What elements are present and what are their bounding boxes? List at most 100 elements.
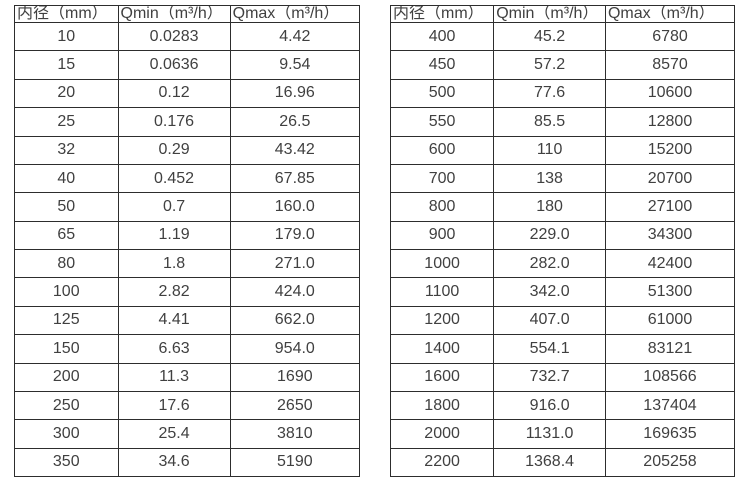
table-cell: 137404 <box>604 390 736 421</box>
table-row: 1000 282.0 42400 <box>389 248 736 279</box>
table-cell: 350 <box>14 447 119 478</box>
table-cell: 1100 <box>389 277 495 307</box>
table-cell: 407.0 <box>493 305 606 336</box>
header-cell: Qmax（m³/h） <box>604 5 736 23</box>
table-row: 25 0.176 26.5 <box>14 107 361 137</box>
flow-spec-table-large-diameters: 内径（mm） Qmin（m³/h） Qmax（m³/h） 400 45.2 6780 45… <box>389 5 736 478</box>
table-cell: 2.82 <box>117 277 231 307</box>
table-cell: 1131.0 <box>493 419 606 449</box>
table-row: 10 0.0283 4.42 <box>14 21 361 52</box>
table-cell: 450 <box>389 50 495 80</box>
table-cell: 40 <box>14 163 119 194</box>
table-cell: 0.0283 <box>117 21 231 52</box>
table-cell: 20 <box>14 78 119 109</box>
table-row: 1100 342.0 51300 <box>389 277 736 307</box>
table-cell: 25.4 <box>117 419 231 449</box>
table-cell: 34300 <box>604 220 736 251</box>
table-cell: 0.29 <box>117 135 231 165</box>
table-cell: 12800 <box>604 107 736 137</box>
table-cell: 150 <box>14 334 119 364</box>
table-cell: 0.7 <box>117 192 231 222</box>
table-cell: 0.452 <box>117 163 231 194</box>
table-row: 65 1.19 179.0 <box>14 220 361 251</box>
table-cell: 17.6 <box>117 390 231 421</box>
table-row: 2000 1131.0 169635 <box>389 419 736 449</box>
table-cell: 51300 <box>604 277 736 307</box>
table-cell: 100 <box>14 277 119 307</box>
table-cell: 1000 <box>389 248 495 279</box>
table-row: 450 57.2 8570 <box>389 50 736 80</box>
table-cell: 271.0 <box>229 248 361 279</box>
table-row: 1800 916.0 137404 <box>389 390 736 421</box>
flow-spec-table-small-diameters: 内径（mm） Qmin（m³/h） Qmax（m³/h） 10 0.0283 4.42 1… <box>14 5 361 478</box>
table-cell: 57.2 <box>493 50 606 80</box>
table-cell: 34.6 <box>117 447 231 478</box>
table-cell: 10 <box>14 21 119 52</box>
table-cell: 16.96 <box>229 78 361 109</box>
table-cell: 1690 <box>229 362 361 392</box>
table-cell: 179.0 <box>229 220 361 251</box>
table-cell: 400 <box>389 21 495 52</box>
header-cell: Qmin（m³/h） <box>493 5 606 23</box>
table-row: 200 11.3 1690 <box>14 362 361 392</box>
table-cell: 45.2 <box>493 21 606 52</box>
table-row: 15 0.0636 9.54 <box>14 50 361 80</box>
table-row: 40 0.452 67.85 <box>14 163 361 194</box>
table-cell: 3810 <box>229 419 361 449</box>
table-cell: 15200 <box>604 135 736 165</box>
table-cell: 250 <box>14 390 119 421</box>
table-cell: 42400 <box>604 248 736 279</box>
table-row: 500 77.6 10600 <box>389 78 736 109</box>
table-cell: 85.5 <box>493 107 606 137</box>
table-cell: 1200 <box>389 305 495 336</box>
table-row: 700 138 20700 <box>389 163 736 194</box>
table-cell: 800 <box>389 192 495 222</box>
table-cell: 662.0 <box>229 305 361 336</box>
table-cell: 43.42 <box>229 135 361 165</box>
table-cell: 10600 <box>604 78 736 109</box>
table-row: 400 45.2 6780 <box>389 21 736 52</box>
header-cell: 内径（mm） <box>14 5 119 23</box>
table-row: 550 85.5 12800 <box>389 107 736 137</box>
table-cell: 205258 <box>604 447 736 478</box>
table-cell: 500 <box>389 78 495 109</box>
table-cell: 554.1 <box>493 334 606 364</box>
table-cell: 200 <box>14 362 119 392</box>
table-cell: 300 <box>14 419 119 449</box>
table-cell: 1368.4 <box>493 447 606 478</box>
table-cell: 180 <box>493 192 606 222</box>
table-cell: 26.5 <box>229 107 361 137</box>
table-cell: 8570 <box>604 50 736 80</box>
table-cell: 1600 <box>389 362 495 392</box>
table-cell: 83121 <box>604 334 736 364</box>
table-cell: 916.0 <box>493 390 606 421</box>
table-cell: 2200 <box>389 447 495 478</box>
table-row: 150 6.63 954.0 <box>14 334 361 364</box>
table-cell: 700 <box>389 163 495 194</box>
table-cell: 108566 <box>604 362 736 392</box>
table-cell: 1800 <box>389 390 495 421</box>
table-cell: 125 <box>14 305 119 336</box>
table-row: 125 4.41 662.0 <box>14 305 361 336</box>
table-cell: 169635 <box>604 419 736 449</box>
table-row: 350 34.6 5190 <box>14 447 361 478</box>
table-cell: 138 <box>493 163 606 194</box>
header-cell: Qmax（m³/h） <box>229 5 361 23</box>
table-cell: 32 <box>14 135 119 165</box>
table-cell: 1.8 <box>117 248 231 279</box>
table-cell: 80 <box>14 248 119 279</box>
table-row: 250 17.6 2650 <box>14 390 361 421</box>
header-cell: 内径（mm） <box>389 5 495 23</box>
table-cell: 25 <box>14 107 119 137</box>
table-row: 900 229.0 34300 <box>389 220 736 251</box>
table-cell: 6780 <box>604 21 736 52</box>
table-row: 1200 407.0 61000 <box>389 305 736 336</box>
header-row: 内径（mm） Qmin（m³/h） Qmax（m³/h） <box>14 5 361 23</box>
table-cell: 27100 <box>604 192 736 222</box>
table-cell: 4.41 <box>117 305 231 336</box>
table-cell: 900 <box>389 220 495 251</box>
table-cell: 954.0 <box>229 334 361 364</box>
table-row: 800 180 27100 <box>389 192 736 222</box>
table-cell: 110 <box>493 135 606 165</box>
